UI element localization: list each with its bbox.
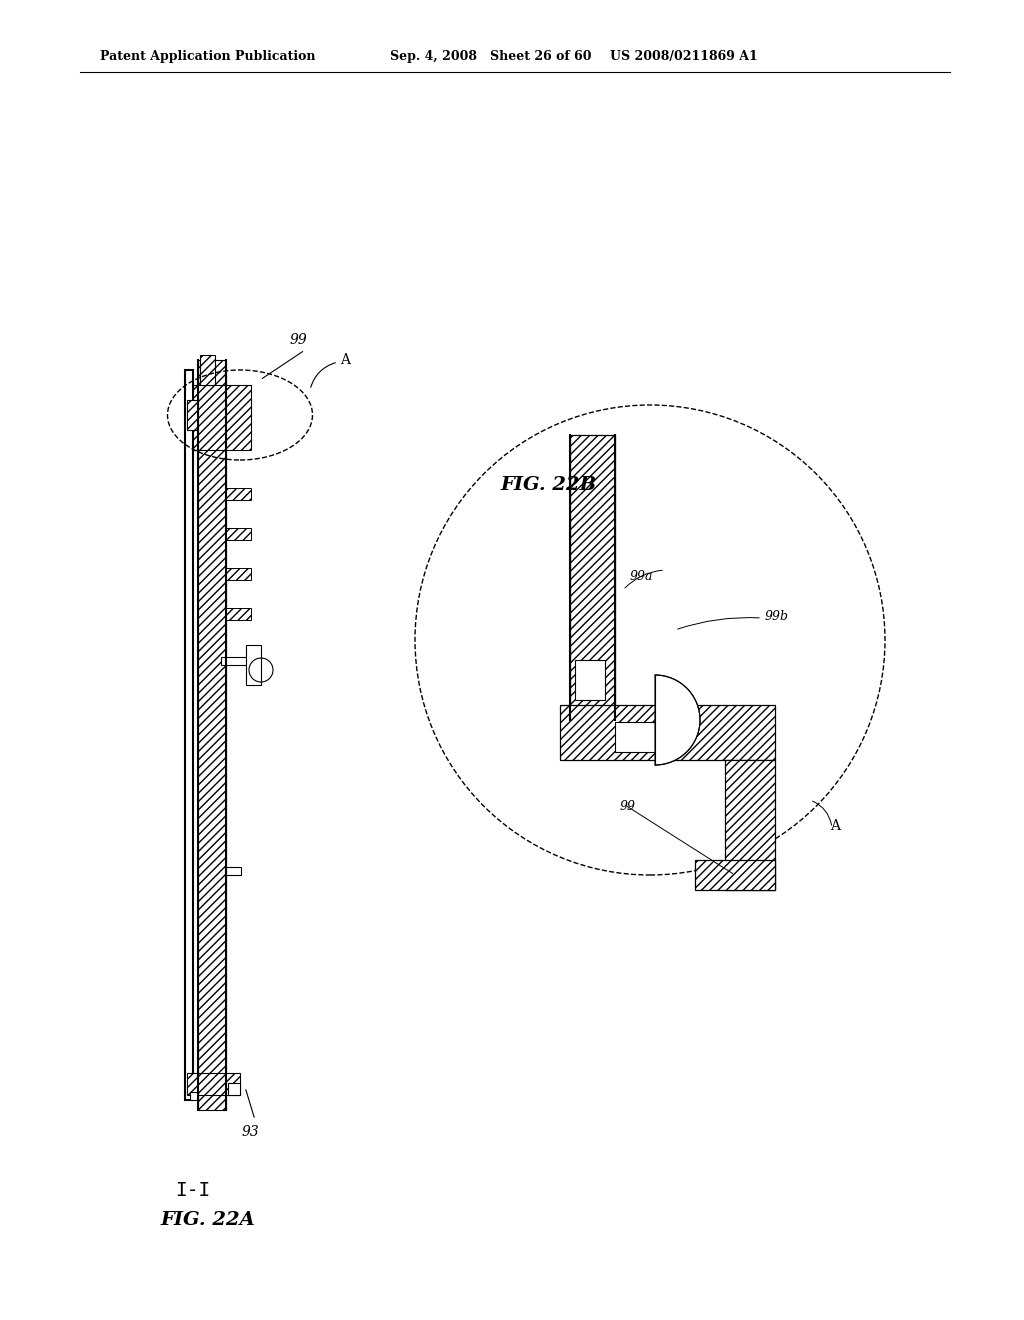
Bar <box>226 609 251 620</box>
Bar <box>246 645 261 685</box>
Text: US 2008/0211869 A1: US 2008/0211869 A1 <box>610 50 758 63</box>
Bar <box>226 867 241 875</box>
Bar <box>560 705 775 760</box>
Bar <box>228 1082 240 1096</box>
Bar <box>198 360 226 1110</box>
Bar <box>185 370 193 1100</box>
Bar <box>725 760 775 890</box>
Text: FIG. 22A: FIG. 22A <box>160 1210 255 1229</box>
Text: Sep. 4, 2008: Sep. 4, 2008 <box>390 50 477 63</box>
Text: FIG. 22B: FIG. 22B <box>500 477 596 494</box>
Bar <box>187 1073 240 1096</box>
Bar <box>187 400 198 430</box>
Text: Sheet 26 of 60: Sheet 26 of 60 <box>490 50 592 63</box>
Text: 99: 99 <box>290 333 308 347</box>
Bar <box>226 488 251 500</box>
Bar <box>226 568 251 579</box>
Bar <box>200 355 215 385</box>
Bar <box>615 722 670 752</box>
Bar <box>190 1092 198 1100</box>
Bar <box>226 528 251 540</box>
Polygon shape <box>655 675 700 766</box>
Bar <box>221 657 256 665</box>
Text: 93: 93 <box>241 1125 259 1139</box>
Bar <box>570 436 615 719</box>
Bar <box>695 861 775 890</box>
Bar <box>193 385 251 450</box>
Text: A: A <box>340 352 350 367</box>
Text: 99: 99 <box>620 800 636 813</box>
Text: 99a: 99a <box>630 570 653 583</box>
Text: 99b: 99b <box>765 610 790 623</box>
Bar <box>575 660 605 700</box>
Text: A: A <box>830 818 840 833</box>
Text: Patent Application Publication: Patent Application Publication <box>100 50 315 63</box>
Text: I-I: I-I <box>175 1180 210 1200</box>
